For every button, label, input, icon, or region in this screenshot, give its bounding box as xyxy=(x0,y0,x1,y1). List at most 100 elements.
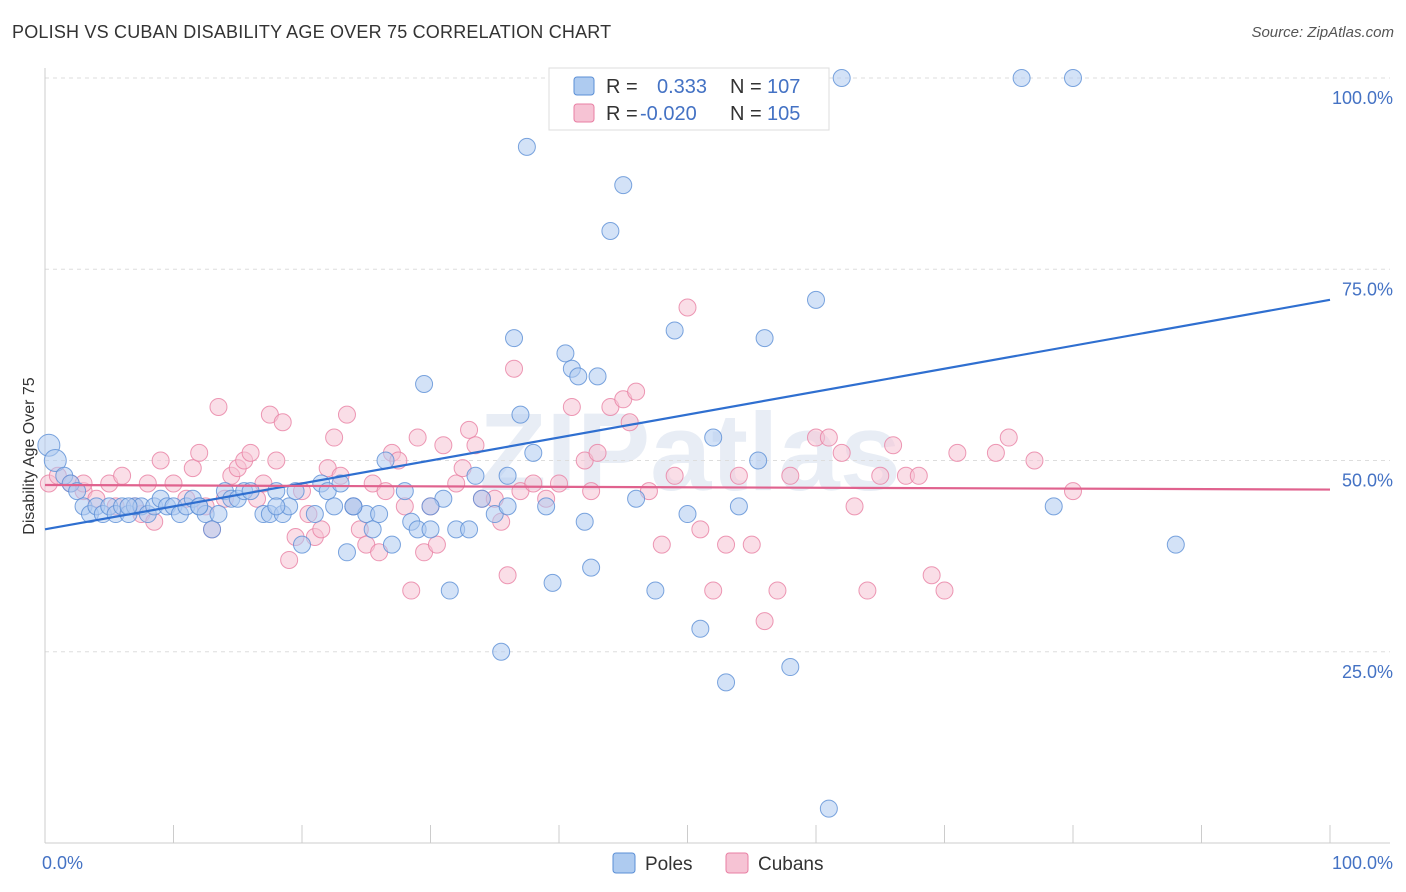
poles-point-81 xyxy=(627,489,646,508)
y-tick-label-50: 50.0% xyxy=(1342,471,1393,491)
poles-point-91 xyxy=(749,451,768,470)
poles-point-39 xyxy=(305,505,324,524)
cubans-point-50 xyxy=(408,428,427,447)
poles-point-76 xyxy=(582,558,601,577)
cubans-trend-line xyxy=(44,483,1331,491)
poles-point-86 xyxy=(691,619,710,638)
poles-point-25 xyxy=(203,520,222,539)
cubans-point-87 xyxy=(781,466,800,485)
legend-n-value-poles: 107 xyxy=(767,76,800,98)
cubans-point-16 xyxy=(190,443,209,462)
legend-r-value-cubans: -0.020 xyxy=(640,103,697,125)
poles-point-96 xyxy=(832,69,851,87)
bottom-legend-swatch-poles xyxy=(612,852,636,874)
cubans-point-93 xyxy=(871,466,890,485)
cubans-point-77 xyxy=(652,535,671,554)
cubans-point-89 xyxy=(819,428,838,447)
legend-n-value-cubans: 105 xyxy=(767,103,800,125)
cubans-point-79 xyxy=(678,298,697,317)
cubans-point-62 xyxy=(498,566,517,585)
cubans-point-94 xyxy=(884,436,903,455)
poles-point-80 xyxy=(614,176,633,195)
bottom-legend-label-poles: Poles xyxy=(645,854,693,875)
poles-point-95 xyxy=(819,799,838,818)
cubans-point-85 xyxy=(755,612,774,631)
cubans-point-100 xyxy=(986,443,1005,462)
cubans-point-13 xyxy=(164,474,183,493)
poles-point-50 xyxy=(382,535,401,554)
poles-point-65 xyxy=(505,329,524,348)
poles-point-48 xyxy=(370,505,389,524)
legend-swatch-cubans xyxy=(573,103,595,123)
poles-point-26 xyxy=(209,505,228,524)
cubans-point-58 xyxy=(466,436,485,455)
poles-point-99 xyxy=(1044,497,1063,516)
legend-r-label-cubans: R = xyxy=(606,103,638,125)
legend-n-label-poles: N = xyxy=(730,76,762,98)
poles-point-61 xyxy=(472,489,491,508)
cubans-point-75 xyxy=(627,382,646,401)
trend-lines xyxy=(44,298,1331,531)
cubans-point-57 xyxy=(460,420,479,439)
cubans-point-29 xyxy=(273,413,292,432)
poles-point-68 xyxy=(524,443,543,462)
y-tick-label-25: 25.0% xyxy=(1342,662,1393,682)
cubans-point-24 xyxy=(241,443,260,462)
cubans-point-98 xyxy=(935,581,954,600)
cubans-point-96 xyxy=(909,466,928,485)
poles-point-54 xyxy=(415,375,434,393)
legend-n-label-cubans: N = xyxy=(730,103,762,125)
cubans-point-15 xyxy=(183,459,202,478)
poles-point-106 xyxy=(498,497,517,516)
cubans-point-101 xyxy=(999,428,1018,447)
cubans-point-48 xyxy=(395,497,414,516)
cubans-point-81 xyxy=(704,581,723,600)
cubans-point-65 xyxy=(524,474,543,493)
cubans-point-78 xyxy=(665,466,684,485)
cubans-point-92 xyxy=(858,581,877,600)
cubans-point-54 xyxy=(434,436,453,455)
legend-r-value-poles: 0.333 xyxy=(657,76,707,98)
poles-point-66 xyxy=(511,405,530,424)
poles-point-44 xyxy=(337,543,356,562)
y-tick-label-100: 100.0% xyxy=(1332,88,1393,108)
chart-title: POLISH VS CUBAN DISABILITY AGE OVER 75 C… xyxy=(12,22,612,42)
cubans-point-39 xyxy=(337,405,356,424)
poles-point-74 xyxy=(569,367,588,386)
top-legend: R = 0.333 N = 107 R = -0.020 N = 105 xyxy=(548,67,830,131)
x-tick-label-100: 100.0% xyxy=(1332,853,1393,873)
poles-point-88 xyxy=(717,673,736,692)
poles-point-93 xyxy=(781,658,800,677)
poles-point-92 xyxy=(755,329,774,348)
poles-point-97 xyxy=(1012,69,1031,87)
poles-point-70 xyxy=(543,573,562,592)
y-axis-label: Disability Age Over 75 xyxy=(21,377,38,535)
series-poles xyxy=(37,69,1185,818)
poles-point-42 xyxy=(325,497,344,516)
poles-point-75 xyxy=(575,512,594,531)
cubans-point-84 xyxy=(742,535,761,554)
cubans-point-102 xyxy=(1025,451,1044,470)
cubans-point-67 xyxy=(550,474,568,493)
poles-point-67 xyxy=(517,137,536,156)
bottom-legend-swatch-cubans xyxy=(725,852,749,874)
cubans-point-30 xyxy=(280,550,299,569)
poles-point-47 xyxy=(363,520,382,539)
poles-point-59 xyxy=(460,520,479,539)
poles-trend-line xyxy=(44,298,1331,531)
poles-point-89 xyxy=(729,497,748,516)
poles-point-104 xyxy=(344,497,363,516)
cubans-point-71 xyxy=(588,443,607,462)
poles-point-105 xyxy=(421,497,440,516)
cubans-point-80 xyxy=(691,520,710,539)
poles-point-69 xyxy=(537,497,556,516)
gridlines xyxy=(45,77,1390,653)
cubans-point-103 xyxy=(1064,482,1082,501)
cubans-point-35 xyxy=(312,520,331,539)
cubans-point-68 xyxy=(562,397,581,416)
poles-point-4 xyxy=(68,482,87,501)
cubans-point-19 xyxy=(209,397,228,416)
cubans-point-37 xyxy=(325,428,344,447)
cubans-point-28 xyxy=(267,451,286,470)
